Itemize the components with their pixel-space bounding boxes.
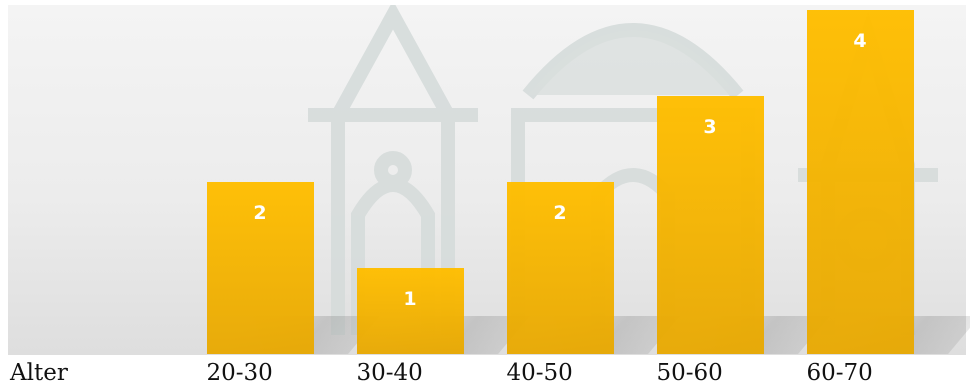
bar-30-40 [356, 268, 464, 354]
category-label-50-60: 50-60 [656, 360, 723, 386]
bar-50-60 [656, 96, 764, 354]
bar-20-30 [206, 182, 314, 354]
category-label-60-70: 60-70 [806, 360, 873, 386]
data-label-40-50: 2 [553, 202, 567, 224]
category-label-40-50: 40-50 [506, 360, 573, 386]
data-label-50-60: 3 [703, 116, 717, 138]
data-label-60-70: 4 [853, 30, 867, 52]
data-label-20-30: 2 [253, 202, 267, 224]
bar-40-50 [506, 182, 614, 354]
data-label-30-40: 1 [403, 288, 417, 310]
category-label-20-30: 20-30 [206, 360, 273, 386]
bar-60-70 [806, 10, 914, 354]
x-axis-title: Alter [10, 360, 68, 386]
category-label-30-40: 30-40 [356, 360, 423, 386]
